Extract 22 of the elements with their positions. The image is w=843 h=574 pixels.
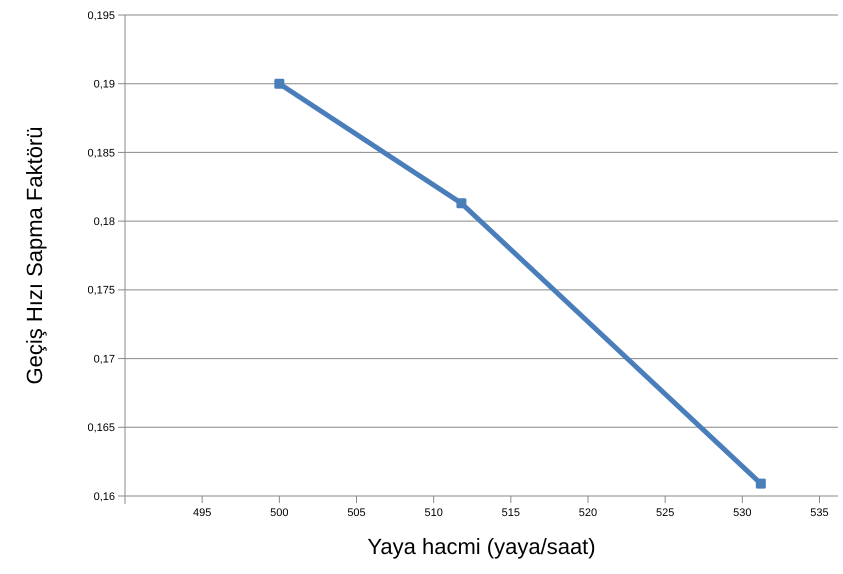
y-tick-label: 0,185 xyxy=(87,147,115,160)
point xyxy=(274,78,284,89)
x-axis-title: Yaya hacmi (yaya/saat) xyxy=(367,534,596,559)
x-tick-label: 525 xyxy=(656,507,674,519)
y-tick-label: 0,16 xyxy=(94,490,115,503)
y-tick-label: 0,195 xyxy=(87,10,115,22)
point xyxy=(456,198,466,208)
y-tick-label: 0,17 xyxy=(94,353,115,366)
y-tick-label: 0,18 xyxy=(94,216,115,228)
x-tick-label: 535 xyxy=(810,507,829,519)
y-tick-label: 0,175 xyxy=(87,284,115,297)
x-tick-label: 500 xyxy=(270,507,289,519)
x-tick-label: 510 xyxy=(424,507,443,519)
x-tick-label: 520 xyxy=(578,507,598,519)
y-tick-label: 0,19 xyxy=(94,78,115,91)
x-tick-label: 515 xyxy=(502,507,520,519)
x-tick-label: 530 xyxy=(733,507,752,519)
x-tick-label: 505 xyxy=(347,507,366,519)
x-tick-label: 495 xyxy=(192,507,212,519)
y-tick-label: 0,165 xyxy=(87,422,115,434)
point xyxy=(756,478,766,489)
y-axis-title: Geçiş Hızı Sapma Faktörü xyxy=(22,126,47,384)
